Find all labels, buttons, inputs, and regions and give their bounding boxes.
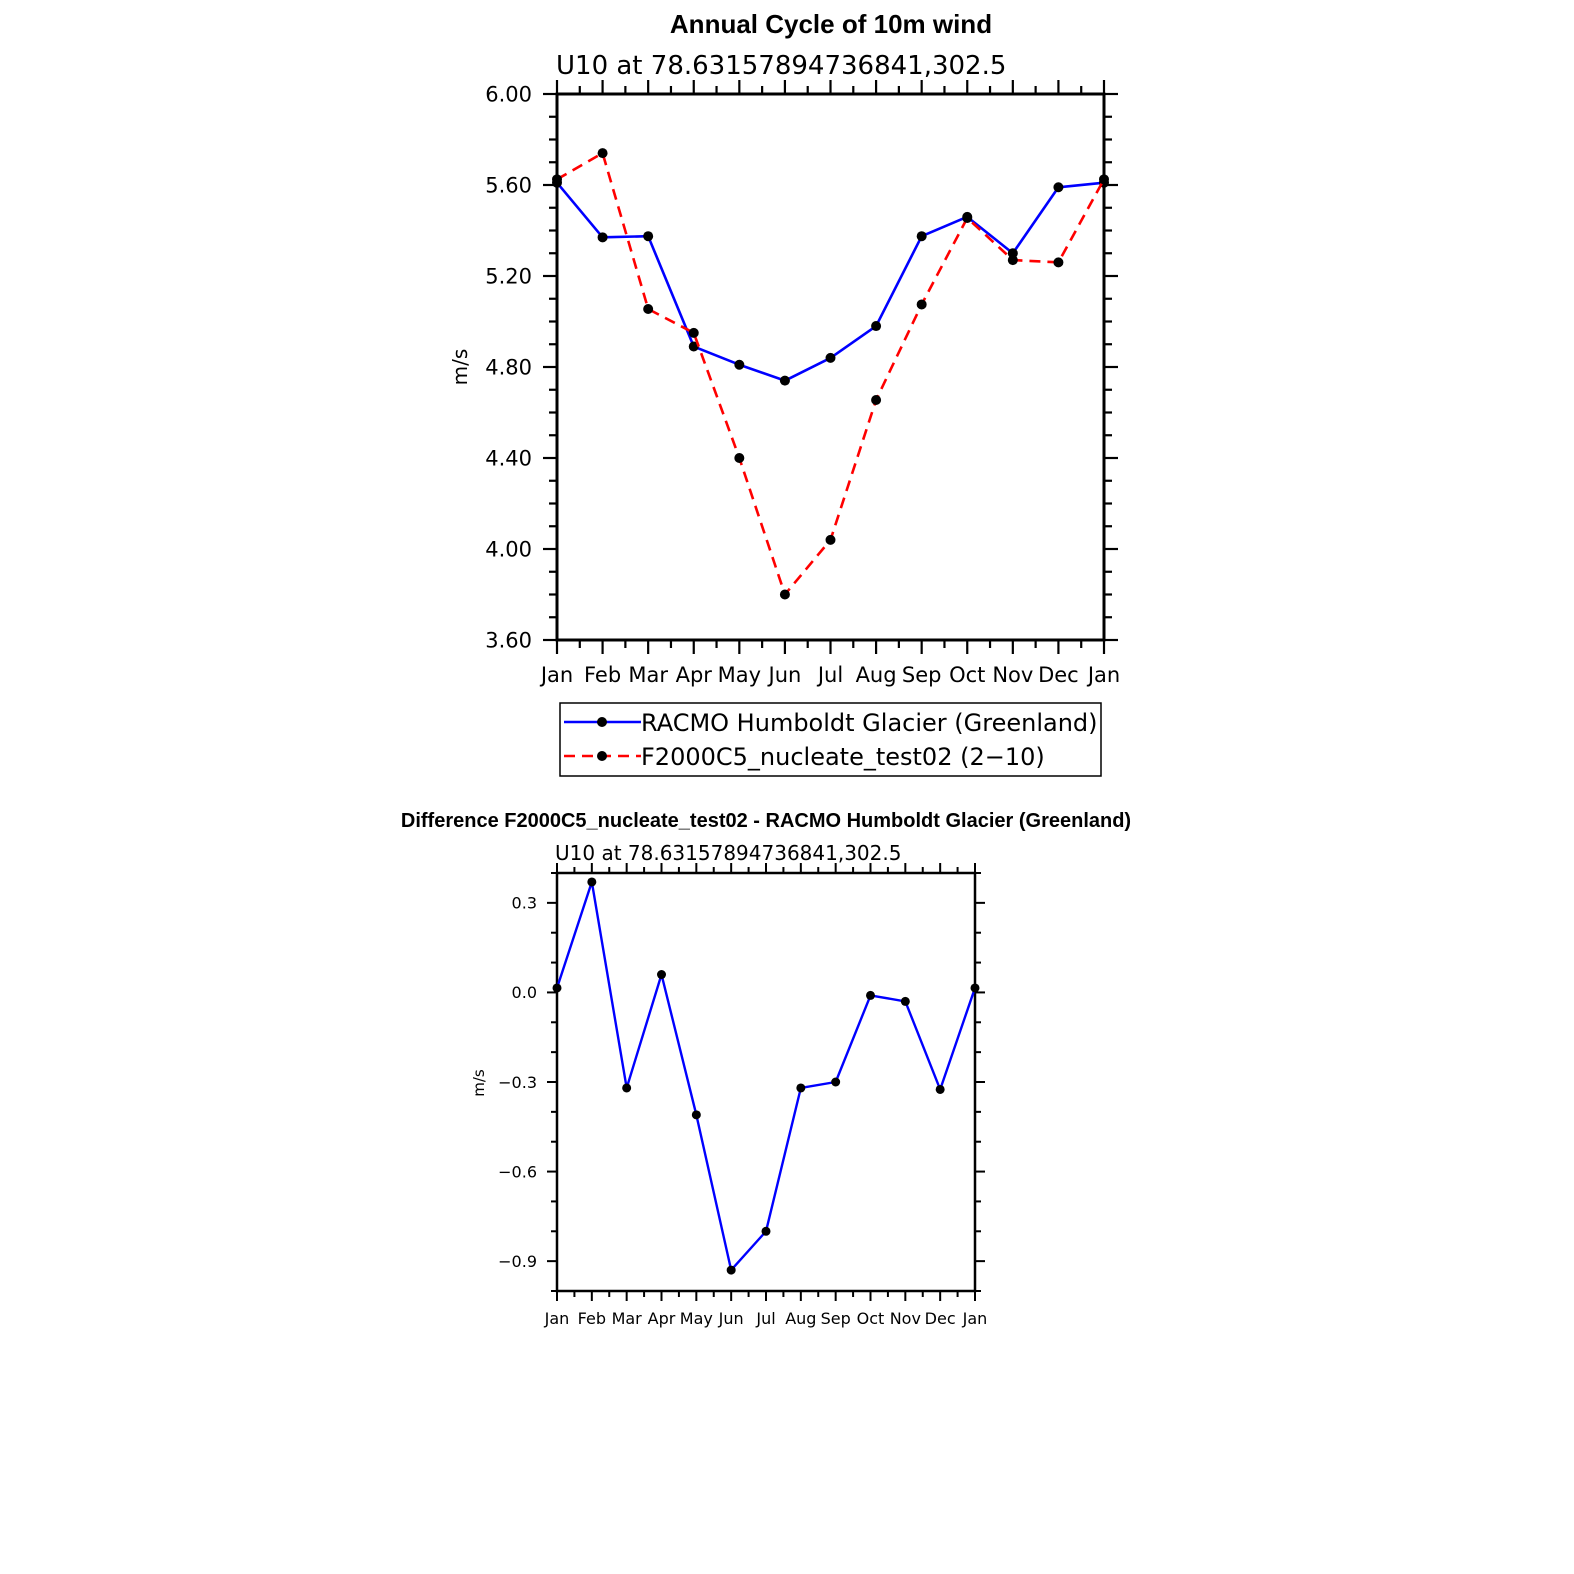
plot-axes: Jan Feb Mar Apr May Jun Jul Aug Sep Oct Nov Dec Jan 3… bbox=[485, 80, 1120, 687]
x-tick-label: Feb bbox=[584, 663, 621, 687]
data-point bbox=[825, 534, 836, 545]
data-point bbox=[1099, 174, 1109, 185]
x-tick-label: Jan bbox=[539, 663, 573, 687]
data-point bbox=[657, 970, 666, 980]
x-tick-label: May bbox=[718, 663, 761, 687]
y-tick-label: 0.0 bbox=[512, 983, 537, 1002]
x-tick-label: Feb bbox=[578, 1309, 606, 1328]
x-tick-label: Jan bbox=[1086, 663, 1120, 687]
x-tick-label: Jan bbox=[962, 1309, 988, 1328]
chart-title: Annual Cycle of 10m wind bbox=[670, 9, 992, 39]
x-tick-label: Jul bbox=[755, 1309, 775, 1328]
chart-subtitle: U10 at 78.63157894736841,302.5 bbox=[555, 841, 901, 865]
data-point bbox=[691, 1110, 701, 1120]
legend-marker-f2000 bbox=[597, 751, 607, 761]
y-tick-label: −0.9 bbox=[498, 1252, 537, 1271]
x-tick-label: Mar bbox=[612, 1309, 643, 1328]
y-axis-label: m/s bbox=[448, 349, 472, 386]
x-tick-label: Nov bbox=[992, 663, 1033, 687]
series-line-1 bbox=[556, 151, 1106, 596]
data-point bbox=[866, 990, 875, 1000]
data-point bbox=[734, 453, 745, 463]
data-point bbox=[688, 341, 699, 352]
data-point bbox=[552, 174, 562, 185]
legend: RACMO Humboldt Glacier (Greenland) F2000… bbox=[559, 702, 1102, 777]
plot-axes: Jan Feb Mar Apr May Jun Jul Aug Sep Oct Nov Dec Jan −… bbox=[498, 863, 987, 1328]
x-tick-label: Aug bbox=[785, 1309, 816, 1328]
data-point bbox=[916, 299, 927, 310]
data-point bbox=[643, 231, 654, 242]
legend-label-f2000: F2000C5_nucleate_test02 (2−10) bbox=[641, 743, 1045, 771]
x-tick-label: Nov bbox=[890, 1309, 921, 1328]
data-point bbox=[587, 877, 597, 887]
y-tick-label: −0.6 bbox=[498, 1162, 537, 1181]
x-tick-label: Oct bbox=[949, 663, 985, 687]
data-point bbox=[1007, 255, 1018, 266]
x-tick-label: Sep bbox=[902, 663, 942, 687]
chart-title: Difference F2000C5_nucleate_test02 - RAC… bbox=[401, 810, 1131, 832]
x-tick-label: Apr bbox=[676, 663, 713, 687]
y-tick-label: 4.00 bbox=[485, 538, 532, 562]
x-tick-label: Dec bbox=[1038, 663, 1079, 687]
data-point bbox=[871, 394, 882, 405]
data-point bbox=[916, 231, 927, 242]
x-tick-label: Apr bbox=[648, 1309, 676, 1328]
plot-frame bbox=[555, 92, 1106, 642]
data-point bbox=[779, 375, 790, 386]
data-point bbox=[831, 1077, 841, 1087]
x-tick-label: Jun bbox=[718, 1309, 744, 1328]
y-tick-label: −0.3 bbox=[498, 1073, 537, 1092]
data-point bbox=[1053, 182, 1064, 193]
y-tick-label: 5.60 bbox=[485, 174, 532, 198]
data-point bbox=[643, 303, 654, 314]
data-point bbox=[796, 1083, 806, 1093]
data-point bbox=[734, 359, 745, 370]
data-point bbox=[552, 983, 562, 993]
data-point bbox=[825, 352, 836, 363]
plot-series bbox=[552, 148, 1109, 600]
series-line-0 bbox=[555, 880, 977, 1272]
x-tick-label: Jun bbox=[767, 663, 802, 687]
x-tick-label: May bbox=[680, 1309, 713, 1328]
data-point bbox=[779, 589, 790, 600]
y-tick-label: 6.00 bbox=[485, 83, 532, 107]
y-tick-label: 4.40 bbox=[485, 447, 532, 471]
data-point bbox=[597, 148, 608, 159]
legend-box bbox=[559, 702, 1102, 777]
x-tick-label: Jul bbox=[816, 663, 843, 687]
x-tick-label: Sep bbox=[821, 1309, 851, 1328]
legend-marker-racmo bbox=[597, 717, 607, 727]
x-tick-label: Jan bbox=[544, 1309, 570, 1328]
y-tick-label: 5.20 bbox=[485, 265, 532, 289]
x-tick-label: Dec bbox=[925, 1309, 956, 1328]
x-tick-label: Oct bbox=[857, 1309, 885, 1328]
data-point bbox=[962, 212, 973, 223]
y-tick-label: 4.80 bbox=[485, 356, 532, 380]
data-point bbox=[761, 1226, 771, 1236]
data-point bbox=[871, 321, 882, 332]
data-point bbox=[622, 1083, 632, 1093]
plot-series bbox=[552, 877, 980, 1275]
chart-subtitle: U10 at 78.63157894736841,302.5 bbox=[556, 51, 1006, 81]
legend-label-racmo: RACMO Humboldt Glacier (Greenland) bbox=[641, 709, 1098, 737]
data-point bbox=[970, 983, 980, 993]
difference-chart: Difference F2000C5_nucleate_test02 - RAC… bbox=[401, 810, 1131, 1328]
data-point bbox=[900, 996, 910, 1006]
x-tick-label: Aug bbox=[856, 663, 897, 687]
data-point bbox=[1053, 257, 1064, 268]
y-tick-label: 0.3 bbox=[512, 894, 537, 913]
y-axis-label: m/s bbox=[470, 1069, 488, 1097]
y-tick-label: 3.60 bbox=[485, 629, 532, 653]
data-point bbox=[726, 1265, 736, 1275]
annual-cycle-chart: Annual Cycle of 10m wind U10 at 78.63157… bbox=[448, 9, 1120, 777]
x-tick-label: Mar bbox=[628, 663, 668, 687]
data-point bbox=[688, 327, 699, 338]
data-point bbox=[935, 1084, 945, 1094]
data-point bbox=[597, 232, 608, 243]
